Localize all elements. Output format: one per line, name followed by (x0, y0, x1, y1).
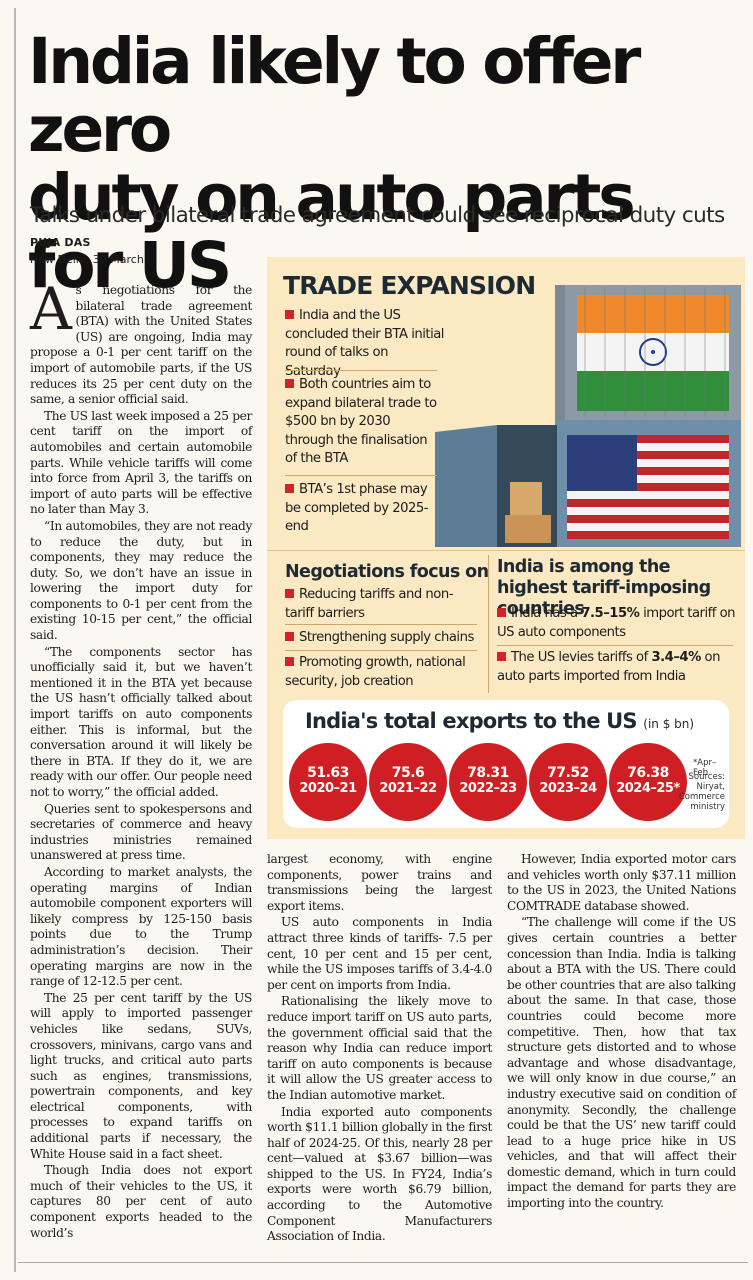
bullet-square-icon (285, 589, 294, 598)
headline: India likely to offer zero duty on auto … (28, 28, 743, 300)
tariffs-title: India is among the highest tariff-imposi… (497, 557, 711, 619)
dateline: New Delhi, 30 March (30, 253, 144, 266)
paragraph: The US last week imposed a 25 per cent t… (30, 408, 252, 517)
paragraph: India exported auto components worth $11… (267, 1104, 492, 1244)
page-border (14, 8, 16, 1272)
exports-title: India's total exports to the US (in $ bn… (305, 709, 695, 733)
sources: Niryat, Commerce ministry (678, 782, 725, 812)
divider (285, 370, 437, 371)
divider (267, 550, 745, 551)
author-byline: PUJA DAS (30, 236, 91, 249)
paragraph: However, India exported motor cars and v… (507, 852, 736, 913)
divider (488, 555, 489, 693)
export-circle: 77.52 2023–24 (529, 743, 607, 821)
bullet-square-icon (497, 608, 506, 617)
shipping-containers-illustration (435, 285, 741, 547)
bullet-square-icon (285, 310, 294, 319)
paragraph: Rationalising the likely move to reduce … (267, 994, 492, 1102)
article-column-2: largest economy, with engine components,… (267, 852, 492, 1246)
cargo-box (505, 515, 551, 543)
dropcap: A (30, 275, 72, 343)
info-bullet: India and the US concluded their BTA ini… (285, 308, 444, 379)
export-circle: 75.6 2021–22 (369, 743, 447, 821)
exports-unit: (in $ bn) (643, 717, 695, 731)
article-column-3: However, India exported motor cars and v… (507, 852, 736, 1213)
headline-line1: India likely to offer zero (28, 25, 641, 166)
paragraph: “In automobiles, they are not ready to r… (30, 518, 252, 643)
info-bullet: BTA’s 1st phase may be completed by 2025… (285, 482, 429, 534)
sources-label: Sources: (688, 772, 726, 782)
exports-panel: India's total exports to the US (in $ bn… (283, 700, 729, 828)
divider (497, 645, 733, 646)
bullet-square-icon (285, 379, 294, 388)
container-post (555, 285, 565, 420)
info-bullet: Both countries aim to expand bilateral t… (285, 377, 437, 466)
paragraph: According to market analysts, the operat… (30, 864, 252, 989)
divider (285, 475, 437, 476)
negotiation-item: Promoting growth, national security, job… (285, 655, 466, 689)
footnote: *Apr–Feb (693, 758, 717, 778)
tariff-item: The US levies tariffs of 3.4–4% on auto … (497, 650, 720, 684)
us-flag (567, 435, 729, 539)
paragraph: Though India does not export much of the… (30, 1163, 252, 1240)
indian-flag (577, 295, 729, 411)
divider (285, 650, 477, 651)
tariff-item: India has a 7.5–15% import tariff on US … (497, 606, 736, 640)
container-door (435, 425, 497, 547)
export-circle: 76.38 2024–25* (609, 743, 687, 821)
paragraph: The 25 per cent tariff by the US will ap… (30, 990, 252, 1161)
headline-line2: duty on auto parts for US (28, 161, 636, 302)
export-circle: 51.63 2020–21 (289, 743, 367, 821)
negotiation-item: Strengthening supply chains (285, 629, 480, 648)
paragraph: “The challenge will come if the US gives… (507, 915, 736, 1211)
trade-infographic: TRADE EXPANSION (267, 257, 745, 839)
bullet-square-icon (497, 652, 506, 661)
bullet-square-icon (285, 632, 294, 641)
paragraph: largest economy, with engine components,… (267, 852, 492, 913)
bullet-square-icon (285, 657, 294, 666)
infographic-title: TRADE EXPANSION (283, 271, 536, 300)
negotiation-item: Reducing tariffs and non-tariff barriers (285, 587, 453, 621)
paragraph: Queries sent to spokespersons and secret… (30, 801, 252, 863)
subheadline: Talks under bilateral trade agreement co… (30, 203, 725, 228)
export-circle: 78.31 2022–23 (449, 743, 527, 821)
divider (285, 624, 477, 625)
paragraph: US auto components in India attract thre… (267, 915, 492, 992)
bullet-square-icon (285, 484, 294, 493)
negotiations-title: Negotiations focus on (285, 562, 489, 582)
paragraph: “The components sector has unofficially … (30, 644, 252, 799)
bottom-rule (18, 1262, 748, 1263)
